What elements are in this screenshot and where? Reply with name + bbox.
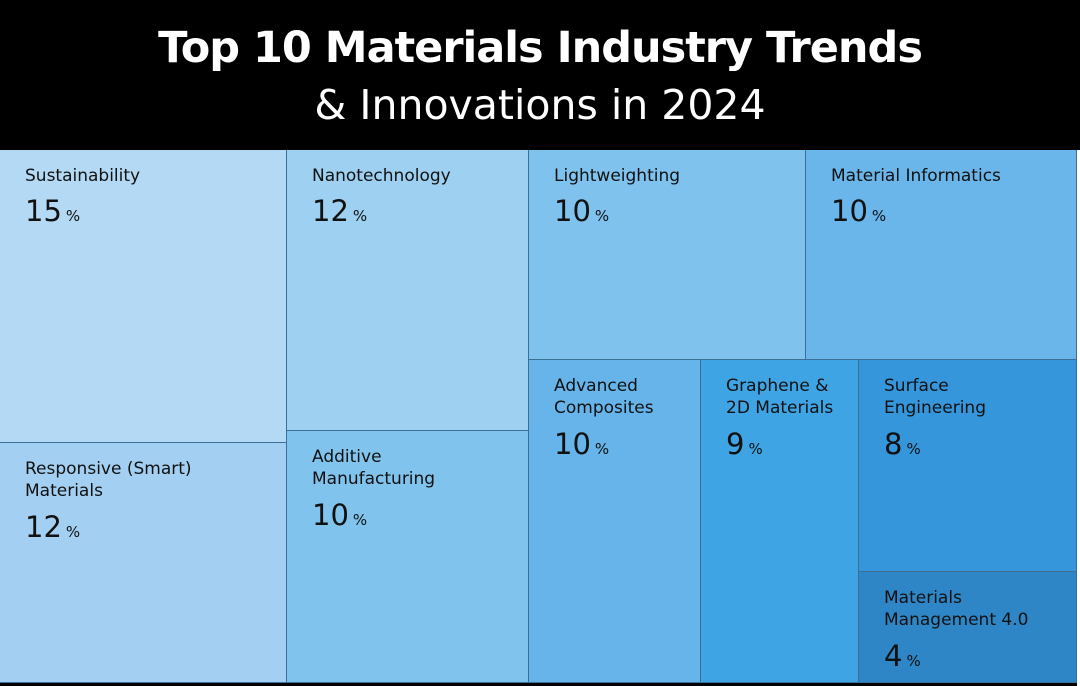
tile-label: Advanced Composites xyxy=(554,376,654,418)
treemap-tile: Lightweighting 10% xyxy=(529,150,806,360)
treemap-tile: Graphene & 2D Materials 9% xyxy=(701,360,859,683)
header: Top 10 Materials Industry Trends & Innov… xyxy=(0,0,1080,150)
chart-subtitle: & Innovations in 2024 xyxy=(314,81,766,129)
treemap-tile: Materials Management 4.0 4% xyxy=(859,572,1077,683)
percent-sign: % xyxy=(748,440,763,458)
tile-value: 10% xyxy=(831,194,887,228)
tile-label: Additive Manufacturing xyxy=(312,447,436,489)
treemap-tile: Responsive (Smart) Materials 12% xyxy=(0,443,287,683)
percent-sign: % xyxy=(906,440,921,458)
tile-value: 15% xyxy=(25,194,81,228)
tile-value: 12% xyxy=(25,510,81,544)
tile-label: Surface Engineering xyxy=(884,376,986,418)
treemap-tile: Surface Engineering 8% xyxy=(859,360,1077,572)
tile-label: Responsive (Smart) Materials xyxy=(25,459,192,501)
tile-label: Lightweighting xyxy=(554,166,681,186)
percent-sign: % xyxy=(65,523,81,541)
treemap-tile: Sustainability 15% xyxy=(0,150,287,443)
tile-value: 9% xyxy=(726,427,763,461)
percent-sign: % xyxy=(906,652,921,670)
tile-label: Sustainability xyxy=(25,166,141,186)
treemap-tile: Nanotechnology 12% xyxy=(287,150,529,431)
treemap-tile: Advanced Composites 10% xyxy=(529,360,701,683)
treemap: Sustainability 15% Responsive (Smart) Mater… xyxy=(0,150,1077,683)
tile-label: Materials Management 4.0 xyxy=(884,588,1029,630)
tile-value: 8% xyxy=(884,427,921,461)
treemap-tile: Additive Manufacturing 10% xyxy=(287,431,529,683)
percent-sign: % xyxy=(352,511,368,529)
percent-sign: % xyxy=(65,207,81,225)
percent-sign: % xyxy=(352,207,368,225)
tile-value: 10% xyxy=(554,427,610,461)
percent-sign: % xyxy=(871,207,887,225)
tile-label: Graphene & 2D Materials xyxy=(726,376,834,418)
percent-sign: % xyxy=(594,440,610,458)
tile-value: 10% xyxy=(312,498,368,532)
tile-value: 10% xyxy=(554,194,610,228)
tile-label: Nanotechnology xyxy=(312,166,451,186)
chart-title: Top 10 Materials Industry Trends xyxy=(158,23,923,73)
treemap-tile: Material Informatics 10% xyxy=(806,150,1077,360)
tile-value: 12% xyxy=(312,194,368,228)
tile-label: Material Informatics xyxy=(831,166,1001,186)
tile-value: 4% xyxy=(884,639,921,673)
bottom-bar xyxy=(0,683,1077,686)
percent-sign: % xyxy=(594,207,610,225)
